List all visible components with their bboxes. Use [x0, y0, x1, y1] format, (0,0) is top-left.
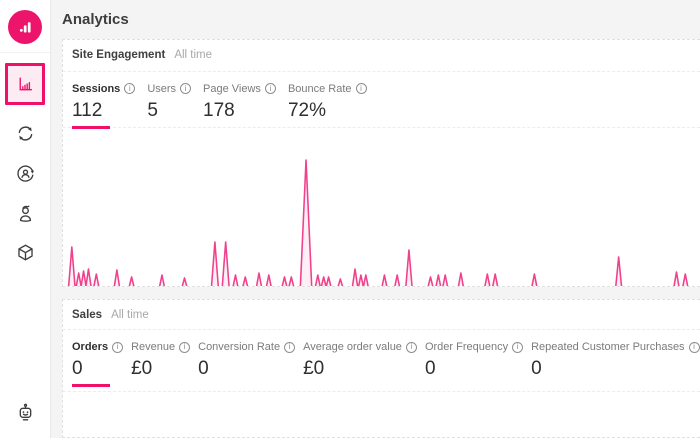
site-engagement-header: Site Engagement All time: [63, 40, 700, 72]
info-icon[interactable]: [355, 83, 367, 95]
robot-icon: [19, 403, 31, 420]
sidebar-item-assistant[interactable]: [5, 392, 45, 432]
metric-label: Order Frequency: [424, 341, 509, 354]
metric-value: 0: [72, 358, 110, 388]
main-content: Analytics Site Engagement All time Sessi…: [51, 0, 700, 438]
metric-label: Sessions: [72, 82, 121, 95]
sidebar-item-customers[interactable]: [5, 193, 45, 233]
metric-orders[interactable]: Orders 0: [72, 341, 124, 388]
sessions-chart[interactable]: [63, 128, 700, 287]
site-engagement-card: Site Engagement All time Sessions 112 Us…: [62, 38, 700, 288]
metric-value: £0: [131, 358, 153, 380]
card-title: Site Engagement: [72, 49, 166, 62]
app-logo[interactable]: [0, 0, 50, 53]
info-icon[interactable]: [264, 83, 276, 95]
info-icon[interactable]: [124, 83, 136, 95]
metric-label: Users: [147, 82, 177, 95]
metric-value: 178: [203, 99, 235, 121]
metric-sessions[interactable]: Sessions 112: [72, 82, 136, 129]
period-filter[interactable]: All time: [174, 49, 213, 62]
metric-value: £0: [303, 358, 325, 380]
person-icon: [19, 205, 31, 222]
info-icon[interactable]: [112, 341, 124, 353]
metric-value: 0: [531, 358, 542, 380]
user-circle-arrows-icon: [16, 164, 34, 182]
metric-page-views[interactable]: Page Views 178: [203, 83, 276, 129]
metric-value: 0: [198, 358, 209, 380]
logo-circle: [8, 10, 42, 44]
page-title: Analytics: [62, 10, 129, 28]
sidebar-item-analytics[interactable]: [5, 63, 45, 105]
sidebar-item-sync[interactable]: [5, 113, 45, 153]
metric-label: Repeated Customer Purchases: [531, 341, 685, 354]
sync-icon: [18, 125, 32, 141]
metric-value: 0: [424, 358, 436, 380]
sales-metrics: Orders 0 Revenue £0 Conversion Rate: [63, 330, 700, 393]
metric-conversion-rate[interactable]: Conversion Rate 0: [198, 341, 296, 387]
metric-users[interactable]: Users 5: [147, 82, 192, 129]
period-filter[interactable]: All time: [111, 308, 149, 321]
metric-label: Orders: [72, 341, 109, 354]
metric-value: 112: [72, 100, 110, 129]
info-icon[interactable]: [179, 341, 191, 353]
sidebar-item-accounts[interactable]: [5, 153, 45, 193]
card-title: Sales: [72, 308, 103, 321]
sales-card: Sales All time Orders 0 Revenue £0: [62, 299, 700, 438]
bar-chart-logo-icon: [19, 22, 31, 33]
metric-bounce-rate[interactable]: Bounce Rate 72%: [288, 83, 367, 129]
metric-value: 72%: [287, 99, 326, 121]
info-icon[interactable]: [180, 83, 192, 95]
cube-icon: [17, 244, 33, 260]
info-icon[interactable]: [688, 341, 700, 353]
metric-revenue[interactable]: Revenue £0: [131, 341, 191, 387]
info-icon[interactable]: [405, 341, 417, 353]
sidebar-item-products[interactable]: [5, 233, 45, 273]
sessions-chart-line: [67, 159, 689, 287]
sales-header: Sales All time: [63, 300, 700, 331]
metric-label: Conversion Rate: [198, 341, 281, 354]
info-icon[interactable]: [284, 341, 296, 353]
metric-repeated-customer-purchases[interactable]: Repeated Customer Purchases 0: [531, 341, 700, 387]
metric-label: Average order value: [303, 341, 402, 354]
sidebar: [0, 0, 51, 438]
metric-order-frequency[interactable]: Order Frequency 0: [424, 341, 524, 387]
metric-label: Revenue: [131, 341, 176, 354]
metric-label: Bounce Rate: [287, 82, 352, 95]
metric-label: Page Views: [203, 82, 261, 95]
bar-chart-icon: [19, 77, 33, 91]
metric-average-order-value[interactable]: Average order value £0: [303, 341, 417, 387]
info-icon[interactable]: [512, 341, 524, 353]
site-engagement-metrics: Sessions 112 Users 5 Page Views: [63, 72, 700, 129]
metric-value: 5: [147, 99, 158, 121]
